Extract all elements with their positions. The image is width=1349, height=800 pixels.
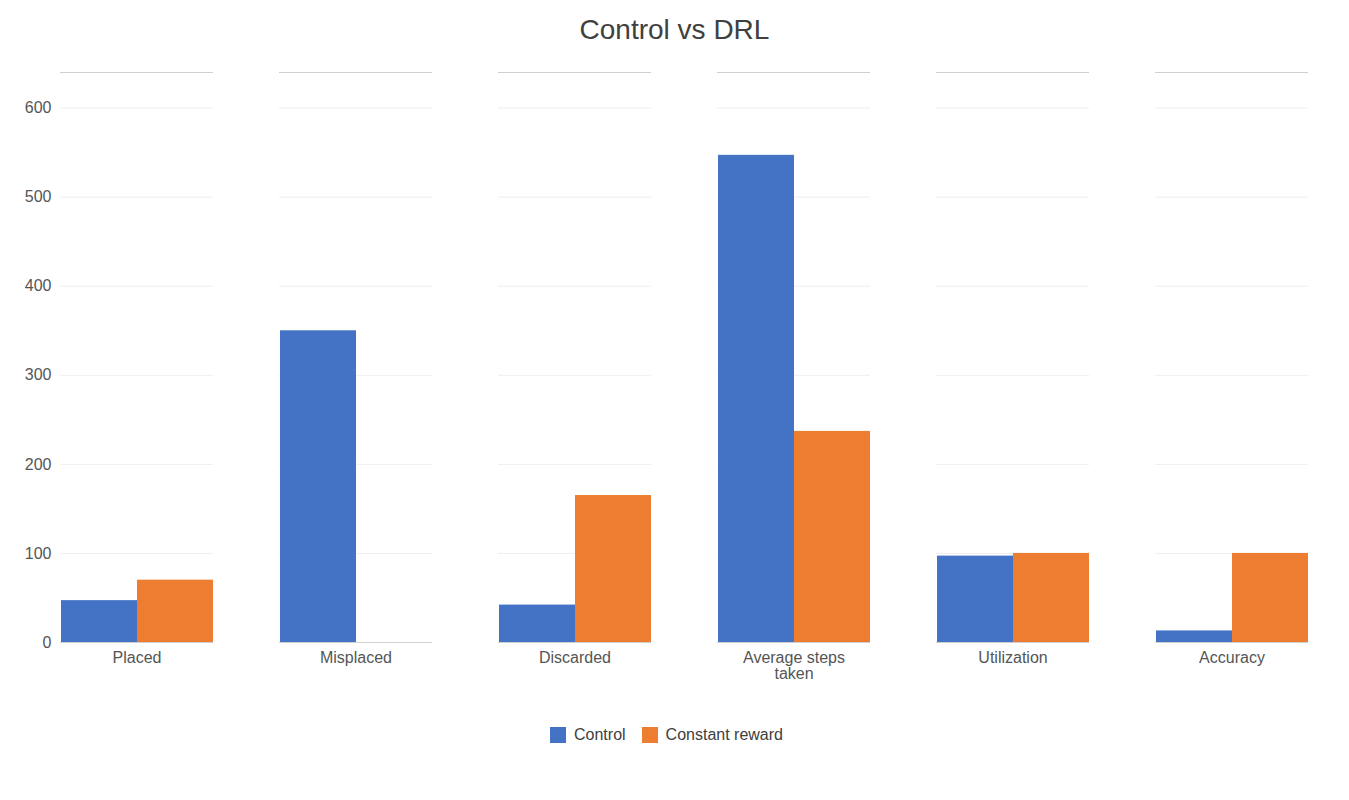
svg-text:Utilization: Utilization	[978, 649, 1047, 666]
html-text:Constant reward: Constant reward	[665, 725, 783, 743]
svg-text:0: 0	[43, 634, 52, 651]
svg-text:100: 100	[25, 545, 52, 562]
html-text:Control vs DRL: Control vs DRL	[579, 14, 770, 45]
svg-text:Discarded: Discarded	[539, 649, 611, 666]
svg-text:300: 300	[25, 366, 52, 383]
html-text:Control: Control	[574, 725, 626, 743]
svg-text:200: 200	[25, 455, 52, 472]
svg-text:Misplaced: Misplaced	[320, 649, 392, 666]
svg-text:Placed: Placed	[113, 649, 162, 666]
svg-text:Accuracy: Accuracy	[1199, 649, 1265, 666]
svg-text:400: 400	[25, 277, 52, 294]
svg-text:Average stepstaken: Average stepstaken	[743, 649, 845, 682]
svg-text:600: 600	[25, 99, 52, 116]
svg-text:500: 500	[25, 188, 52, 205]
